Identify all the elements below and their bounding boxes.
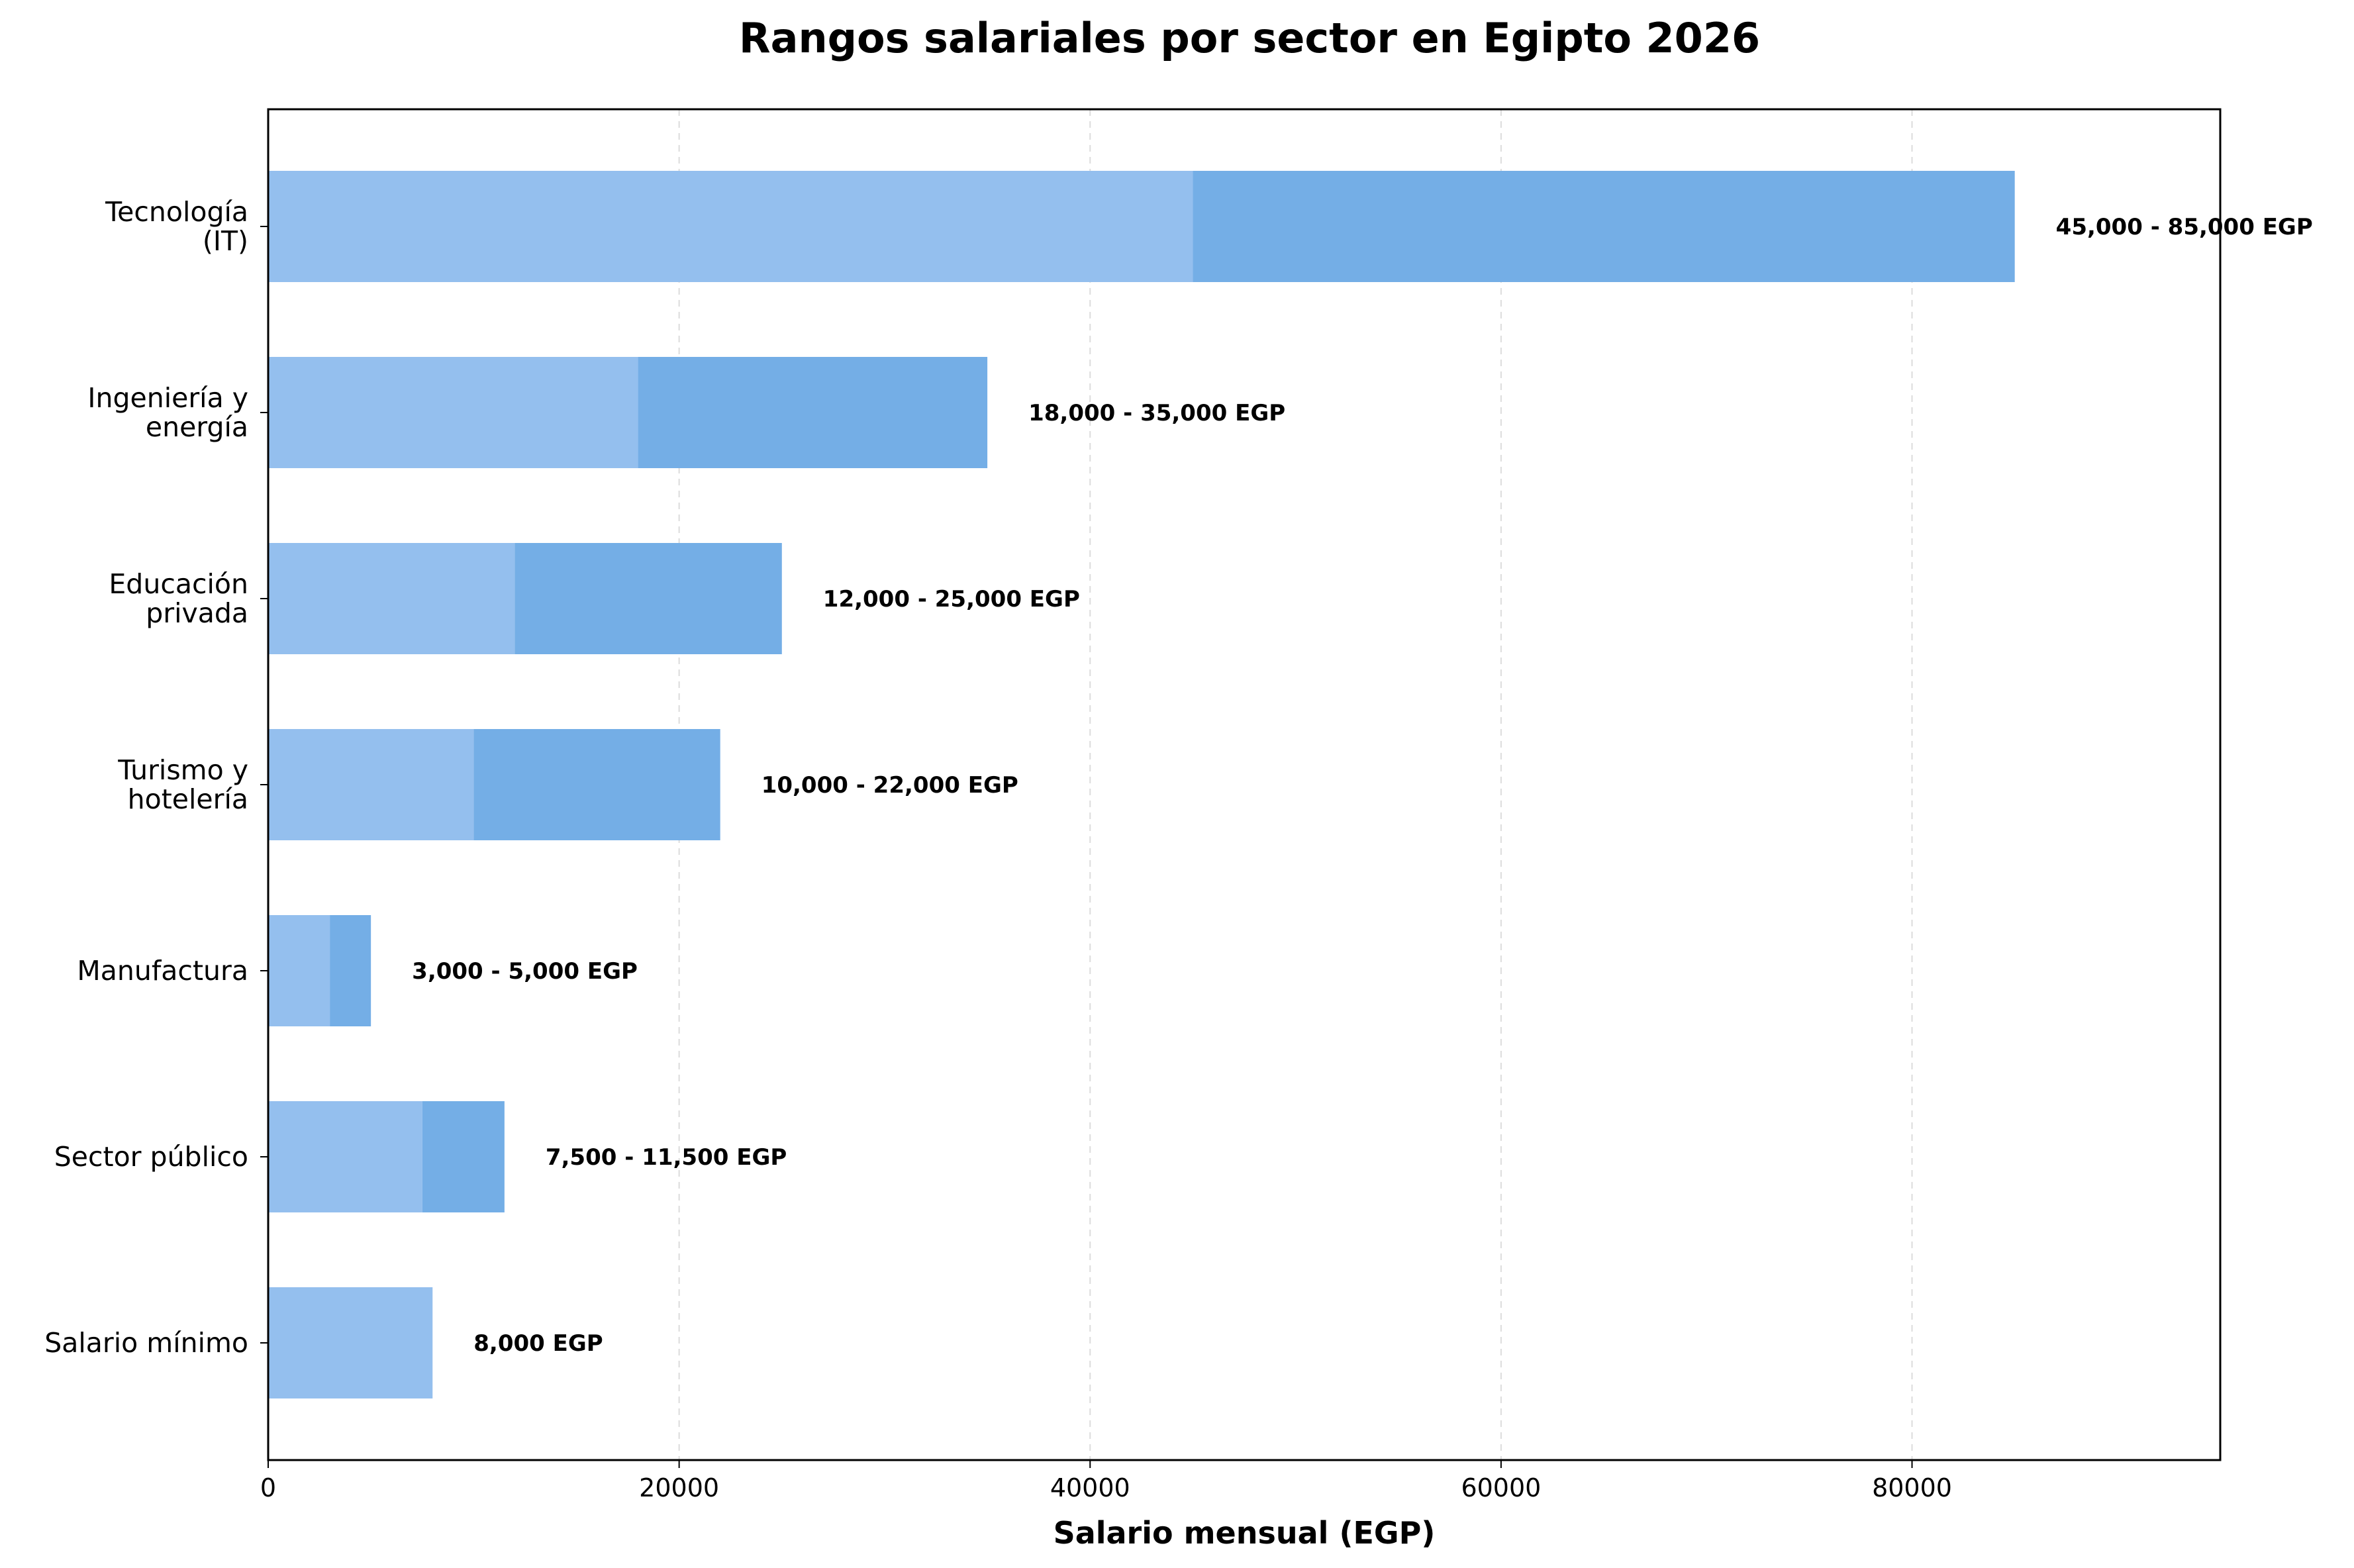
bar-min xyxy=(268,729,474,840)
bar-range xyxy=(515,543,782,654)
y-category-label: privada xyxy=(146,597,248,629)
data-label: 3,000 - 5,000 EGP xyxy=(412,958,638,985)
y-category-label: Tecnología xyxy=(105,196,248,228)
data-label: 10,000 - 22,000 EGP xyxy=(761,772,1018,799)
data-label: 45,000 - 85,000 EGP xyxy=(2056,214,2313,240)
bar-range xyxy=(330,915,371,1026)
y-category-label: Sector público xyxy=(54,1141,248,1173)
bar-range xyxy=(473,729,720,840)
bar-min xyxy=(268,915,330,1026)
y-category-label: Turismo y xyxy=(117,754,248,786)
x-tick-label: 60000 xyxy=(1461,1473,1541,1502)
x-axis: 0 20000 40000 60000 80000 xyxy=(260,1460,1952,1502)
bar-min xyxy=(268,1287,433,1398)
y-category-label: Manufactura xyxy=(77,955,248,987)
bar-min xyxy=(268,357,638,468)
data-label: 8,000 EGP xyxy=(473,1330,603,1357)
data-label: 18,000 - 35,000 EGP xyxy=(1028,400,1285,426)
y-category-label: (IT) xyxy=(203,225,248,257)
y-category-label: Ingeniería y xyxy=(87,382,248,414)
y-category-label: Educación xyxy=(109,568,248,600)
bars xyxy=(268,171,2015,1398)
y-category-label: energía xyxy=(146,411,248,443)
x-tick-label: 80000 xyxy=(1872,1473,1952,1502)
x-tick-label: 40000 xyxy=(1050,1473,1130,1502)
data-label: 12,000 - 25,000 EGP xyxy=(823,586,1080,612)
data-labels: 45,000 - 85,000 EGP 18,000 - 35,000 EGP 12… xyxy=(412,214,2313,1357)
plot-frame xyxy=(267,108,2222,1461)
chart-title: Rangos salariales por sector en Egipto 2… xyxy=(739,14,1760,62)
bar-range xyxy=(422,1101,505,1212)
x-axis-label: Salario mensual (EGP) xyxy=(1054,1515,1436,1551)
bar-range xyxy=(1193,171,2015,282)
y-category-label: Salario mínimo xyxy=(44,1327,248,1359)
y-category-label: hotelería xyxy=(128,783,248,815)
bar-min xyxy=(268,543,515,654)
data-label: 7,500 - 11,500 EGP xyxy=(546,1144,787,1171)
grid xyxy=(678,109,1913,1460)
bar-range xyxy=(638,357,988,468)
bar-min xyxy=(268,1101,422,1212)
x-tick-label: 0 xyxy=(260,1473,276,1502)
x-tick-label: 20000 xyxy=(639,1473,719,1502)
bar-min xyxy=(268,171,1193,282)
